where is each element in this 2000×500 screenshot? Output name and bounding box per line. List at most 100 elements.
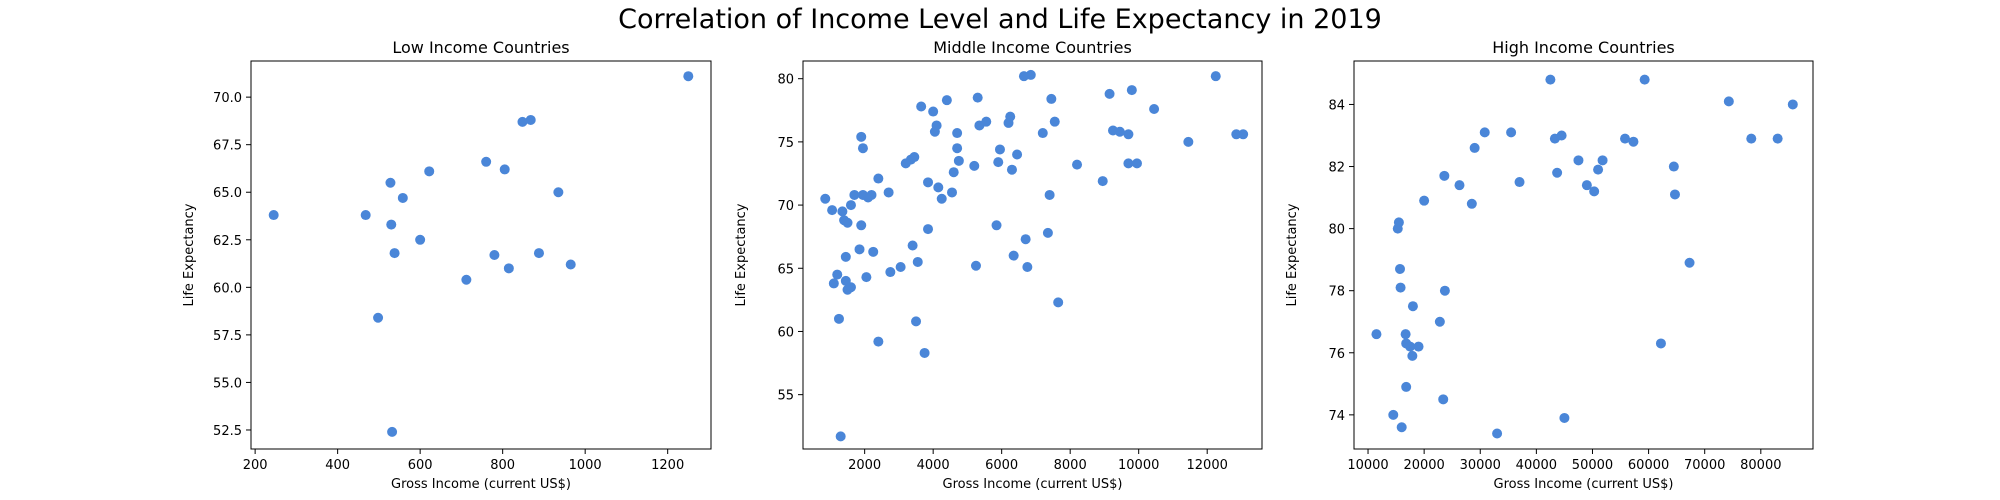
middle-income-point [947,187,958,198]
middle-income-point [941,95,952,106]
middle-income-point [1020,234,1031,245]
high-income-point [1506,127,1517,138]
high-income-point [1439,285,1450,296]
middle-income-title: Middle Income Countries [933,38,1132,57]
low-income-axes-frame [250,60,712,450]
high-income-x-tick-label: 30000 [1460,458,1501,473]
middle-income-point [868,246,879,257]
figure-title: Correlation of Income Level and Life Exp… [618,4,1382,35]
middle-income-panel: 2000 4000 6000 8000 10000 12000 55 60 65 70 75 80 Mi… [734,38,1263,492]
middle-income-point [820,193,831,204]
low-income-y-tick-label: 52.5 [213,424,242,439]
middle-income-y-tick-label: 65 [777,262,794,277]
high-income-y-tick-label: 74 [1328,409,1345,424]
low-income-point [386,219,397,230]
high-income-point [1628,136,1639,147]
high-income-point [1479,127,1490,138]
high-income-point [1388,409,1399,420]
middle-income-point [1046,93,1057,104]
high-income-point [1407,301,1418,312]
middle-income-point [1183,136,1194,147]
low-income-point [461,274,472,285]
high-income-panel: 10000 20000 30000 40000 50000 60000 70000 80000… [1285,38,1814,492]
middle-income-point [907,240,918,251]
middle-income-point [933,182,944,193]
middle-income-point [952,143,963,154]
low-income-y-tick-label: 57.5 [213,329,242,344]
middle-income-x-axis-label: Gross Income (current US$) [943,477,1123,492]
high-income-point [1371,329,1382,340]
middle-income-point [981,116,992,127]
high-income-point [1593,164,1604,175]
middle-income-point [1123,129,1134,140]
high-income-point [1668,161,1679,172]
low-income-point [503,263,514,274]
middle-income-point [919,347,930,358]
low-income-point [533,248,544,259]
high-income-point [1466,198,1477,209]
low-income-point [481,156,492,167]
high-income-title: High Income Countries [1492,38,1675,57]
middle-income-point [883,187,894,198]
high-income-y-tick-label: 76 [1328,347,1345,362]
high-income-point [1772,133,1783,144]
low-income-x-tick-label: 200 [243,458,268,473]
middle-income-point [994,144,1005,155]
middle-income-point [840,251,851,262]
high-income-y-tick-label: 78 [1328,285,1345,300]
high-income-y-tick-label: 84 [1328,98,1345,113]
low-income-y-tick-label: 70.0 [213,91,242,106]
high-income-x-tick-label: 60000 [1628,458,1669,473]
middle-income-point [833,313,844,324]
high-income-x-axis-label: Gross Income (current US$) [1494,477,1674,492]
low-income-point [525,114,536,125]
middle-income-x-tick-label: 2000 [848,458,881,473]
middle-income-point [923,177,934,188]
middle-income-point [849,189,860,200]
middle-income-point [1005,111,1016,122]
high-income-point [1581,180,1592,191]
middle-income-y-tick-label: 80 [777,73,794,88]
middle-income-point [856,220,867,231]
middle-income-point [972,92,983,103]
middle-income-x-tick-label: 8000 [1054,458,1087,473]
high-income-x-tick-label: 10000 [1347,458,1388,473]
middle-income-point [970,260,981,271]
high-income-point [1413,341,1424,352]
low-income-point [373,312,384,323]
middle-income-point [952,128,963,139]
middle-income-point [842,217,853,228]
low-income-x-tick-label: 1200 [651,458,684,473]
middle-income-point [1210,71,1221,82]
middle-income-point [991,220,1002,231]
middle-income-point [861,272,872,283]
middle-income-point [1022,262,1033,273]
middle-income-point [1238,129,1249,140]
high-income-point [1401,381,1412,392]
middle-income-point [885,267,896,278]
high-income-point [1620,133,1631,144]
high-income-y-tick-label: 82 [1328,161,1345,176]
low-income-point [517,116,528,127]
high-income-x-tick-label: 40000 [1516,458,1557,473]
high-income-point [1434,316,1445,327]
high-income-point [1639,74,1650,85]
middle-income-point [1006,164,1017,175]
low-income-point [268,210,279,221]
low-income-x-tick-label: 400 [325,458,350,473]
high-income-point [1438,394,1449,405]
low-income-title: Low Income Countries [392,38,569,57]
low-income-y-axis-label: Life Expectancy [182,203,197,306]
high-income-point [1492,428,1503,439]
middle-income-point [845,200,856,211]
low-income-point [385,177,396,188]
low-income-point [553,187,564,198]
low-income-y-tick-label: 60.0 [213,281,242,296]
high-income-point [1405,341,1416,352]
high-income-point [1669,189,1680,200]
middle-income-point [923,224,934,235]
high-income-point [1419,195,1430,206]
middle-income-y-tick-label: 60 [777,325,794,340]
high-income-point [1514,177,1525,188]
high-income-axes-frame [1353,60,1814,450]
